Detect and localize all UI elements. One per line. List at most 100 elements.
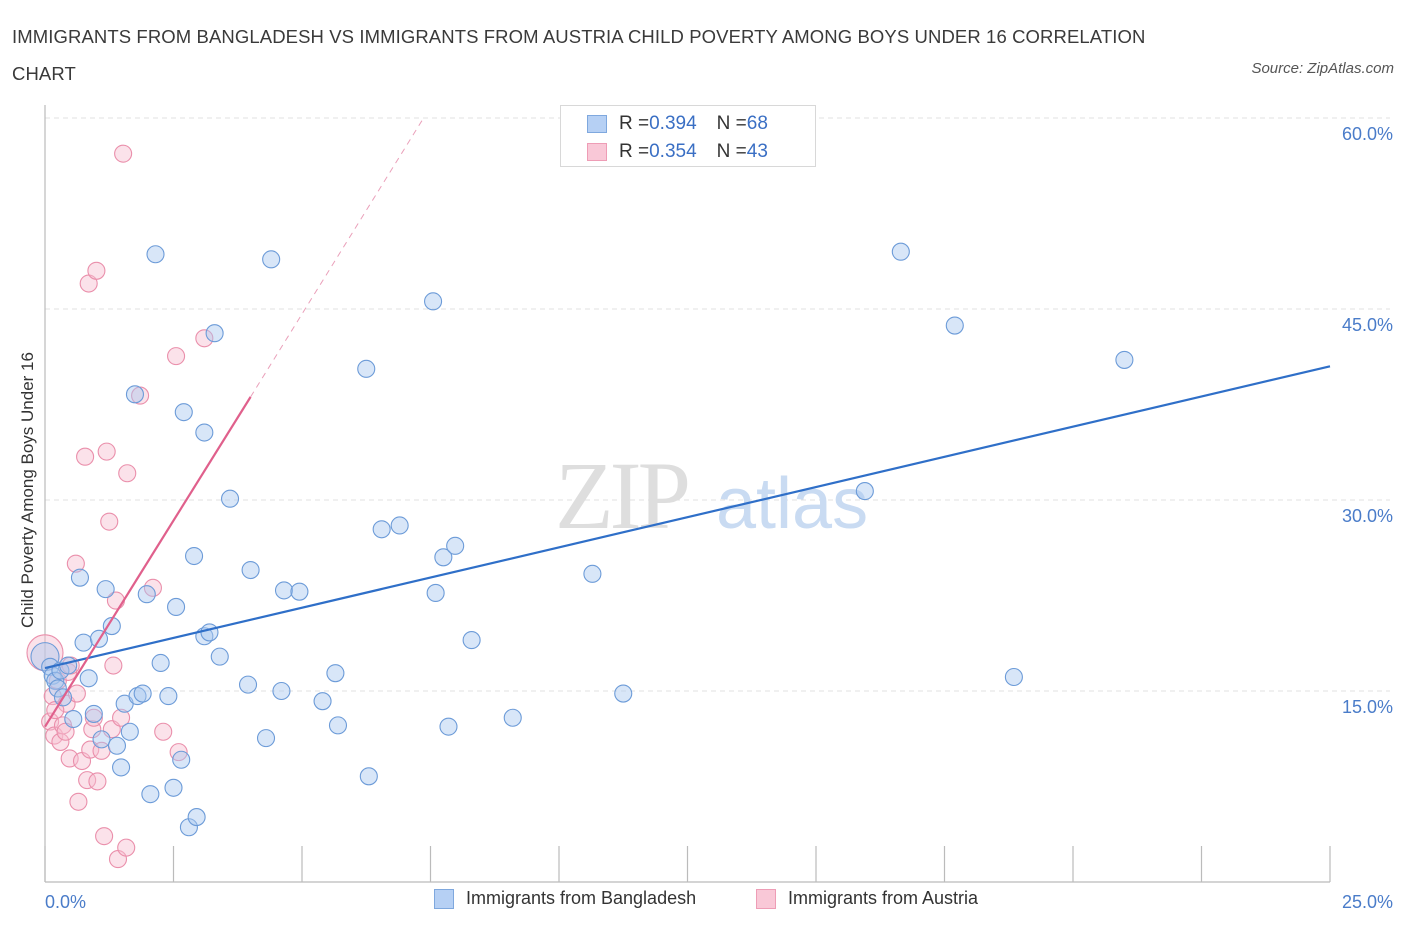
bangladesh-point <box>146 245 165 264</box>
bangladesh-point <box>96 580 115 599</box>
bangladesh-point <box>424 292 443 311</box>
legend-n-label: N = <box>716 141 747 162</box>
austria-point <box>118 464 137 483</box>
bangladesh-point <box>583 564 602 583</box>
bangladesh-point <box>503 708 522 727</box>
bangladesh-point <box>205 324 224 343</box>
y-tick-label: 30.0% <box>1342 506 1393 526</box>
chart-title: IMMIGRANTS FROM BANGLADESH VS IMMIGRANTS… <box>12 26 1146 84</box>
austria-point <box>83 720 102 739</box>
austria-point <box>154 722 173 741</box>
bangladesh-points <box>30 242 1134 837</box>
series-legend: Immigrants from Bangladesh Immigrants fr… <box>0 888 1406 916</box>
bangladesh-point <box>210 647 229 666</box>
watermark: ZIP atlas <box>555 442 868 549</box>
bangladesh-point <box>64 709 83 729</box>
bangladesh-point <box>614 684 633 703</box>
bangladesh-point <box>313 692 332 711</box>
bangladesh-point <box>141 785 160 804</box>
bangladesh-point <box>84 704 103 723</box>
source-credit: Source: ZipAtlas.com <box>1251 60 1394 77</box>
bangladesh-point <box>195 423 214 442</box>
bangladesh-point <box>439 717 458 736</box>
bangladesh-point <box>855 482 874 501</box>
y-tick-label: 45.0% <box>1342 315 1393 335</box>
bangladesh-point <box>164 778 183 797</box>
bangladesh-point <box>945 316 964 335</box>
bangladesh-point <box>120 722 139 741</box>
bangladesh-point <box>434 548 453 567</box>
austria-trend-line <box>44 396 252 728</box>
bangladesh-point <box>326 664 345 683</box>
x-tick-label-min: 0.0% <box>45 892 86 912</box>
x-tick-label-max: 25.0% <box>1342 892 1393 912</box>
bangladesh-point <box>359 767 378 786</box>
bangladesh-point <box>74 633 93 652</box>
watermark-atlas: atlas <box>716 464 868 544</box>
bangladesh-point <box>79 669 98 688</box>
bangladesh-point <box>200 623 219 642</box>
austria-point <box>117 838 136 857</box>
austria-point <box>112 708 131 727</box>
bangladesh-point <box>1004 667 1023 687</box>
trend-lines <box>44 119 1331 728</box>
bangladesh-point <box>390 516 409 535</box>
austria-point <box>195 329 214 348</box>
bangladesh-point <box>290 582 309 601</box>
legend-n-label: N = <box>716 113 747 134</box>
legend-row-austria: R = 0.354 N = 43 <box>587 138 768 166</box>
legend-swatch-bangladesh <box>587 115 607 133</box>
axes <box>44 105 1331 883</box>
y-tick-labels: 15.0% 30.0% 45.0% 60.0% <box>1342 124 1393 717</box>
legend-r-label: R = <box>619 141 650 162</box>
bangladesh-point <box>172 750 191 769</box>
legend-row-bangladesh: R = 0.394 N = 68 <box>587 110 768 138</box>
bangladesh-point <box>262 250 281 269</box>
bangladesh-point <box>891 242 910 261</box>
y-tick-label: 15.0% <box>1342 697 1393 717</box>
bangladesh-point <box>151 653 170 673</box>
bangladesh-point <box>241 560 260 580</box>
bangladesh-point <box>357 359 376 378</box>
austria-point <box>97 442 116 461</box>
bangladesh-point <box>462 631 481 650</box>
bangladesh-point <box>179 818 198 837</box>
bangladesh-trend-line <box>44 365 1331 670</box>
legend-swatch-austria <box>756 888 776 909</box>
austria-point <box>66 554 85 573</box>
legend-label-austria: Immigrants from Austria <box>788 888 979 908</box>
bangladesh-point <box>274 581 294 600</box>
bangladesh-point <box>92 730 111 749</box>
bangladesh-point <box>112 758 131 777</box>
austria-point <box>114 144 133 163</box>
legend-swatch-austria <box>587 143 607 161</box>
austria-point <box>88 772 107 791</box>
bangladesh-point <box>220 489 240 508</box>
austria-point <box>95 827 114 846</box>
bangladesh-point <box>107 736 127 755</box>
bangladesh-point <box>426 583 445 603</box>
gridlines <box>45 117 1390 692</box>
legend-swatch-bangladesh <box>434 888 454 909</box>
legend-item-austria[interactable]: Immigrants from Austria <box>756 888 978 909</box>
bangladesh-point <box>1115 350 1134 369</box>
austria-point <box>76 447 95 466</box>
austria-point <box>87 261 106 280</box>
bangladesh-point <box>128 687 147 706</box>
bangladesh-point <box>187 808 206 827</box>
austria-point <box>167 347 186 366</box>
correlation-legend: R = 0.394 N = 68 R = 0.354 N = 43 <box>560 105 816 167</box>
austria-point <box>104 656 123 675</box>
legend-n-value: 43 <box>746 141 768 162</box>
bangladesh-point <box>272 681 291 701</box>
bangladesh-point <box>174 403 193 422</box>
bangladesh-point <box>446 536 465 555</box>
legend-item-bangladesh[interactable]: Immigrants from Bangladesh <box>434 888 696 909</box>
bangladesh-point <box>372 520 391 539</box>
austria-point <box>69 792 88 811</box>
legend-r-value: 0.394 <box>649 113 697 134</box>
legend-r-label: R = <box>619 113 650 134</box>
bangladesh-point <box>328 716 348 735</box>
bangladesh-point <box>133 684 152 703</box>
